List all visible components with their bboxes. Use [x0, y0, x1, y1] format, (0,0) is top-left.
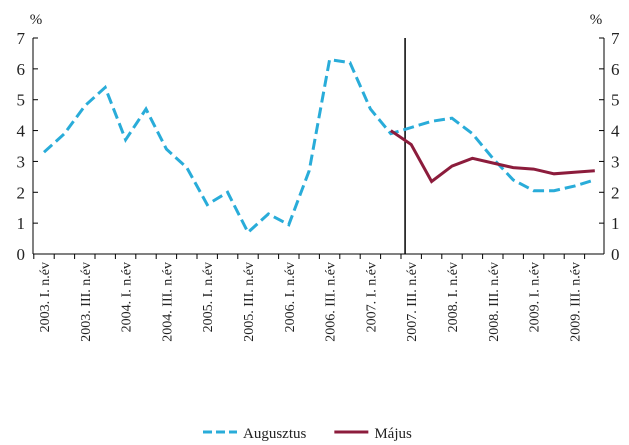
x-tick-label: 2005. I. n.év	[201, 262, 216, 332]
x-tick-label: 2009. I. n.év	[528, 262, 543, 332]
x-tick-label: 2004. I. n.év	[120, 262, 135, 332]
y-tick-label: 5	[17, 91, 26, 110]
y2-tick-label: 5	[611, 91, 620, 110]
legend-label: Augusztus	[243, 426, 306, 442]
y2-tick-label: 4	[611, 122, 620, 141]
y-tick-label: 4	[17, 122, 26, 141]
x-tick-label: 2007. I. n.év	[364, 262, 379, 332]
x-tick-label: 2004. III. n.év	[160, 262, 175, 342]
x-tick-label: 2009. III. n.év	[568, 262, 583, 342]
y-tick-label: 7	[17, 29, 26, 48]
y-unit: %	[30, 12, 43, 28]
y2-unit: %	[590, 12, 603, 28]
y2-tick-label: 0	[611, 245, 620, 264]
y-tick-label: 0	[17, 245, 26, 264]
legend-label: Május	[374, 426, 412, 442]
y2-tick-label: 6	[611, 60, 620, 79]
y-tick-label: 1	[17, 214, 26, 233]
y2-tick-label: 1	[611, 214, 620, 233]
x-tick-label: 2005. III. n.év	[242, 262, 257, 342]
x-tick-label: 2007. III. n.év	[405, 262, 420, 342]
x-tick-label: 2006. I. n.év	[283, 262, 298, 332]
x-tick-label: 2008. I. n.év	[446, 262, 461, 332]
y2-tick-label: 2	[611, 183, 620, 202]
x-tick-label: 2003. III. n.év	[79, 262, 94, 342]
y2-tick-label: 7	[611, 29, 620, 48]
y-tick-label: 6	[17, 60, 26, 79]
x-tick-label: 2006. III. n.év	[324, 262, 339, 342]
x-tick-label: 2008. III. n.év	[487, 262, 502, 342]
y-tick-label: 2	[17, 183, 26, 202]
y-tick-label: 3	[17, 152, 26, 171]
series-line	[42, 57, 596, 235]
x-tick-label: 2003. I. n.év	[38, 262, 53, 332]
y2-tick-label: 3	[611, 152, 620, 171]
series-line	[389, 129, 595, 184]
